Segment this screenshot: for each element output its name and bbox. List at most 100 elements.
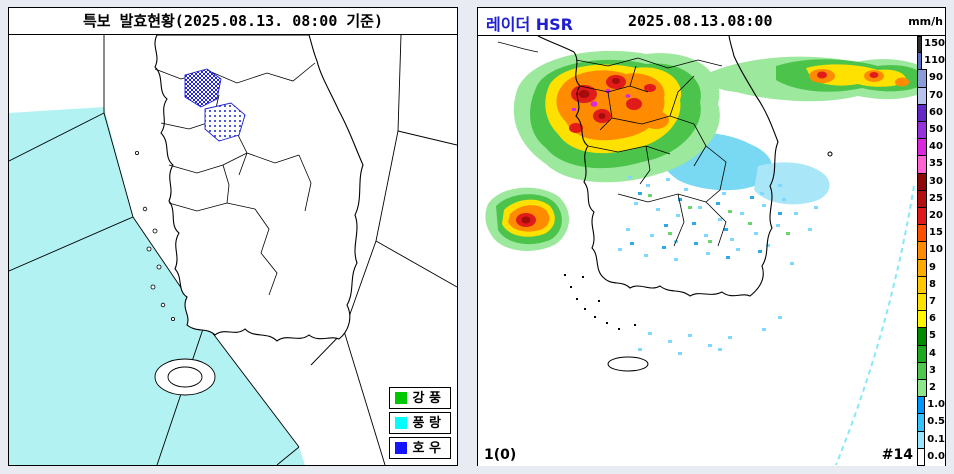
- scale-row: 35: [917, 155, 945, 174]
- scale-row: 2: [917, 379, 945, 398]
- radar-map-canvas: [485, 35, 936, 466]
- scale-row: 70: [917, 86, 945, 105]
- scale-label: 8: [929, 278, 936, 290]
- radar-range-arc: [835, 185, 915, 466]
- scale-row: 30: [917, 172, 945, 191]
- scale-row: 0.5: [917, 413, 945, 432]
- scale-row: 150: [917, 36, 945, 54]
- scale-label: 150: [924, 38, 945, 49]
- radar-timestamp: 2025.08.13.08:00: [628, 12, 773, 30]
- sea-zone-lines: [9, 35, 457, 465]
- color-scale: 150 110 90 70 60 50 40 35 30 25 20 15 10…: [917, 36, 945, 467]
- frame-number: #14: [881, 447, 913, 463]
- scale-row: 20: [917, 207, 945, 226]
- scale-row: 0.0: [917, 447, 945, 467]
- warning-map-canvas: [9, 35, 457, 465]
- scale-label: 35: [929, 158, 943, 170]
- scale-swatch: [917, 310, 927, 329]
- scale-swatch: [917, 121, 927, 140]
- scale-row: 25: [917, 189, 945, 209]
- wind-wave-color-swatch: [394, 417, 407, 429]
- scale-row: 7: [917, 293, 945, 312]
- scale-swatch: [917, 396, 926, 415]
- scale-row: 6: [917, 310, 945, 329]
- radar-panel: 레이더 HSR 2025.08.13.08:00 mm/h: [477, 7, 946, 467]
- scale-swatch: [917, 447, 926, 467]
- scale-row: 40: [917, 138, 945, 157]
- scale-label: 4: [929, 347, 936, 359]
- scale-swatch: [917, 327, 927, 346]
- scale-row: 90: [917, 69, 945, 88]
- scale-swatch: [917, 86, 927, 105]
- scale-label: 25: [929, 192, 943, 204]
- radar-echo-intense: [521, 78, 631, 224]
- scale-swatch: [917, 69, 927, 88]
- scale-swatch: [917, 172, 927, 191]
- scale-label: 10: [929, 244, 943, 256]
- gale-label: 강 풍: [412, 390, 441, 406]
- scale-label: 2: [929, 382, 936, 394]
- scale-row: 4: [917, 344, 945, 363]
- radar-header: 레이더 HSR 2025.08.13.08:00 mm/h: [478, 8, 945, 36]
- scale-swatch: [917, 155, 927, 174]
- scale-label: 15: [929, 227, 943, 239]
- radar-title: 레이더 HSR: [486, 15, 573, 34]
- scale-swatch: [917, 103, 927, 123]
- radar-basemap: [497, 35, 833, 372]
- scale-label: 110: [924, 55, 945, 67]
- scale-label: 5: [929, 330, 936, 342]
- scale-row: 110: [917, 52, 945, 71]
- warning-panel-title: 특보 발효현황(2025.08.13. 08:00 기준): [9, 8, 457, 35]
- scale-label: 9: [929, 261, 936, 273]
- scale-label: 0.1: [927, 433, 945, 445]
- radar-speckles: [618, 176, 818, 355]
- scale-row: 0.1: [917, 430, 945, 449]
- warning-map: 강 풍 풍 랑 호 우: [9, 35, 457, 465]
- scale-label: 7: [929, 296, 936, 308]
- heavy-rain-label: 호 우: [412, 440, 441, 456]
- scale-swatch: [917, 275, 927, 295]
- legend-item-wind-wave: 풍 랑: [388, 412, 451, 434]
- unit-label: mm/h: [908, 15, 943, 28]
- scale-swatch: [917, 241, 927, 260]
- legend-item-gale: 강 풍: [388, 387, 451, 409]
- scale-swatch: [917, 430, 926, 449]
- scale-swatch: [917, 207, 927, 226]
- frame-info: 1(0): [484, 447, 517, 463]
- heavy-rain-color-swatch: [394, 442, 407, 454]
- scale-swatch: [917, 293, 927, 312]
- scale-swatch: [917, 344, 927, 363]
- scale-row: 8: [917, 275, 945, 295]
- scale-label: 1.0: [927, 399, 945, 411]
- scale-label: 30: [929, 175, 943, 187]
- warning-legend: 강 풍 풍 랑 호 우: [388, 387, 451, 459]
- scale-label: 3: [929, 364, 936, 376]
- scale-row: 9: [917, 258, 945, 277]
- scale-label: 70: [929, 89, 943, 101]
- scale-label: 60: [929, 106, 943, 118]
- scale-row: 3: [917, 361, 945, 381]
- radar-map: 150 110 90 70 60 50 40 35 30 25 20 15 10…: [478, 35, 945, 467]
- scale-label: 0.0: [927, 450, 945, 462]
- scale-swatch: [917, 224, 927, 243]
- warning-status-panel: 특보 발효현황(2025.08.13. 08:00 기준): [8, 7, 458, 466]
- scale-swatch: [917, 379, 927, 398]
- scale-row: 1.0: [917, 396, 945, 415]
- scale-swatch: [917, 413, 926, 432]
- wind-wave-warning-area: [9, 107, 305, 465]
- legend-item-heavy-rain: 호 우: [388, 437, 451, 459]
- scale-row: 60: [917, 103, 945, 123]
- scale-label: 50: [929, 124, 943, 136]
- scale-row: 10: [917, 241, 945, 260]
- scale-row: 50: [917, 121, 945, 140]
- scale-swatch: [917, 138, 927, 157]
- scale-row: 5: [917, 327, 945, 346]
- scale-swatch: [917, 361, 927, 381]
- wind-wave-label: 풍 랑: [412, 415, 441, 431]
- scale-label: 90: [929, 72, 943, 84]
- province-borders: [154, 62, 316, 296]
- scale-label: 6: [929, 313, 936, 325]
- scale-swatch: [917, 258, 927, 277]
- scale-label: 20: [929, 210, 943, 222]
- scale-label: 0.5: [927, 416, 945, 428]
